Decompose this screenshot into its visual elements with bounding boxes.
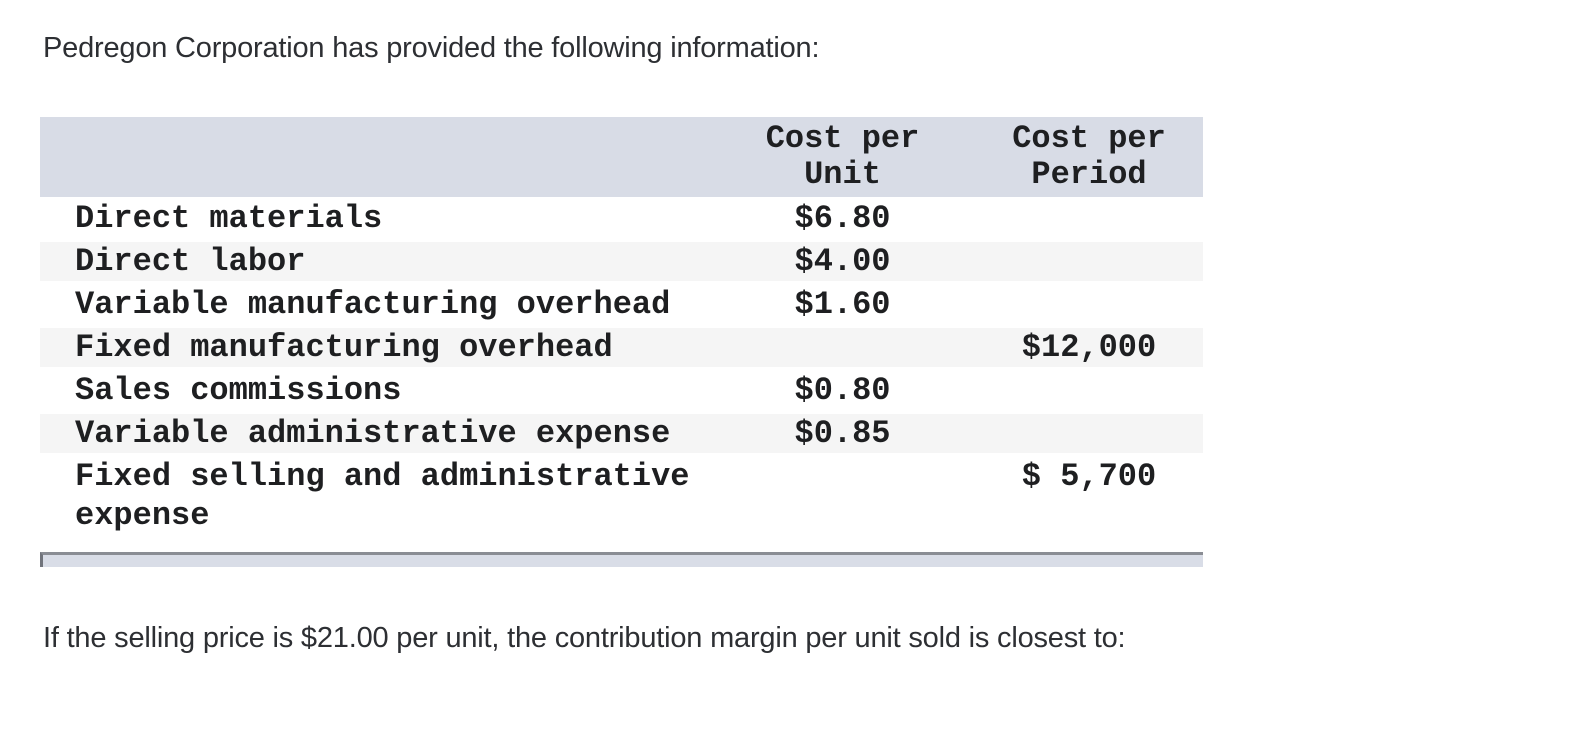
horizontal-scrollbar[interactable] xyxy=(40,552,1203,567)
cost-per-unit-value xyxy=(710,326,975,369)
page-root: Pedregon Corporation has provided the fo… xyxy=(0,33,1579,653)
cost-table-container: Cost per Unit Cost per Period Direct mat… xyxy=(40,117,1203,537)
cost-per-unit-value: $4.00 xyxy=(710,240,975,283)
cost-table: Cost per Unit Cost per Period Direct mat… xyxy=(40,117,1203,537)
header-unit-line1: Cost per xyxy=(765,120,920,157)
cost-per-period-value xyxy=(975,197,1203,240)
table-row-sales-commissions: Sales commissions $0.80 xyxy=(40,369,1203,412)
cost-per-unit-value xyxy=(710,455,975,537)
row-label: Sales commissions xyxy=(40,369,710,412)
cost-per-period-value xyxy=(975,240,1203,283)
table-row-direct-labor: Direct labor $4.00 xyxy=(40,240,1203,283)
header-unit-line2: Unit xyxy=(804,156,881,193)
cost-per-period-value: $ 5,700 xyxy=(975,455,1203,537)
cost-per-unit-value: $6.80 xyxy=(710,197,975,240)
row-label: Fixed selling and administrative expense xyxy=(40,455,710,537)
header-cell-cost-per-period: Cost per Period xyxy=(975,117,1203,197)
cost-per-period-value: $12,000 xyxy=(975,326,1203,369)
cost-per-period-value xyxy=(975,412,1203,455)
table-row-fixed-selling-and-administrative-expense: Fixed selling and administrative expense… xyxy=(40,455,1203,537)
table-row-direct-materials: Direct materials $6.80 xyxy=(40,197,1203,240)
cost-per-period-value xyxy=(975,369,1203,412)
header-period-line2: Period xyxy=(1031,156,1147,193)
cost-per-period-value xyxy=(975,283,1203,326)
intro-text: Pedregon Corporation has provided the fo… xyxy=(43,32,820,64)
row-label: Direct labor xyxy=(40,240,710,283)
cost-per-unit-value: $0.85 xyxy=(710,412,975,455)
cost-table-header: Cost per Unit Cost per Period xyxy=(40,117,1203,197)
row-label: Direct materials xyxy=(40,197,710,240)
header-cell-blank xyxy=(40,117,710,197)
table-row-variable-manufacturing-overhead: Variable manufacturing overhead $1.60 xyxy=(40,283,1203,326)
question-text: If the selling price is $21.00 per unit,… xyxy=(43,622,1126,654)
header-period-line1: Cost per xyxy=(1012,120,1166,157)
cost-per-unit-value: $1.60 xyxy=(710,283,975,326)
table-row-variable-administrative-expense: Variable administrative expense $0.85 xyxy=(40,412,1203,455)
header-row: Cost per Unit Cost per Period xyxy=(40,117,1203,197)
row-label: Fixed manufacturing overhead xyxy=(40,326,710,369)
header-cell-cost-per-unit: Cost per Unit xyxy=(710,117,975,197)
table-row-fixed-manufacturing-overhead: Fixed manufacturing overhead $12,000 xyxy=(40,326,1203,369)
cost-per-unit-value: $0.80 xyxy=(710,369,975,412)
cost-table-body: Direct materials $6.80 Direct labor $4.0… xyxy=(40,197,1203,537)
row-label: Variable administrative expense xyxy=(40,412,710,455)
row-label: Variable manufacturing overhead xyxy=(40,283,710,326)
